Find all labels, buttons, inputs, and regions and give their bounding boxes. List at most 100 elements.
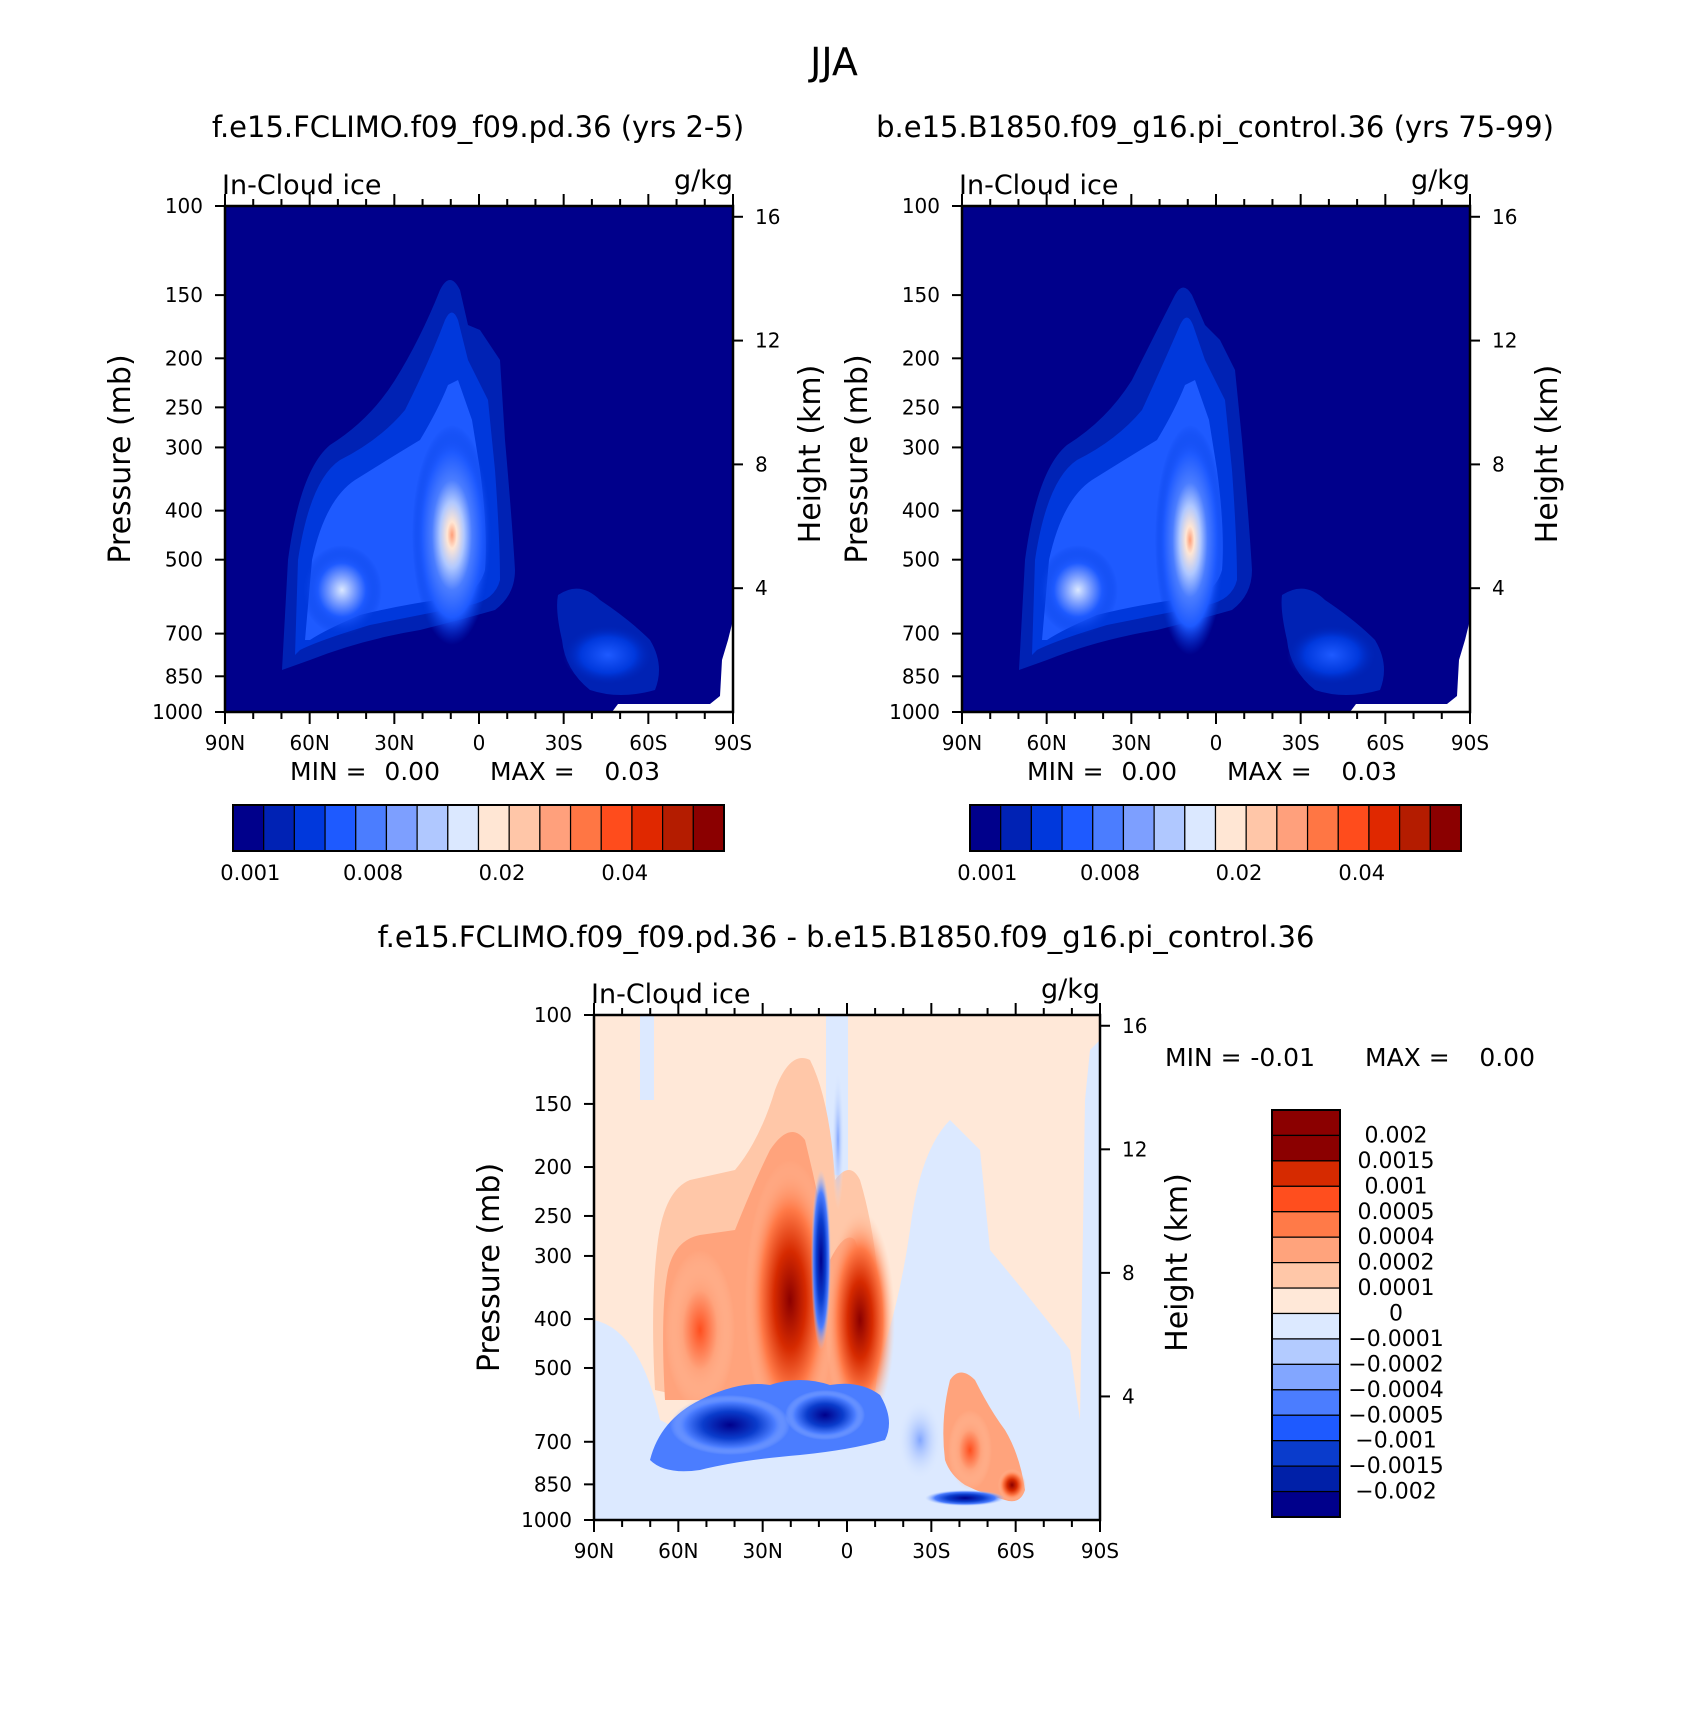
colorbar-swatch (447, 804, 480, 852)
y-tick-label: 150 (165, 283, 203, 307)
colorbar-label: −0.0004 (1348, 1378, 1443, 1403)
x-tick-label: 90N (942, 731, 982, 755)
y-right-tick-label: 4 (755, 576, 768, 600)
colorbar-swatch (293, 804, 326, 852)
y-right-tick-label: 16 (1492, 205, 1517, 229)
y-tick-label: 300 (534, 1244, 572, 1268)
colorbar: 0.0020.00150.0010.00050.00040.00020.0001… (1271, 1109, 1444, 1518)
stat-min-label: MIN = (1165, 1043, 1242, 1072)
y-axis-label: Pressure (mb) (840, 354, 875, 563)
colorbar-label: 0.001 (220, 861, 280, 885)
colorbar-swatch (416, 804, 449, 852)
figure-title: JJA (808, 40, 858, 84)
colorbar-swatch (1271, 1389, 1341, 1416)
y-right-axis-label: Height (km) (1160, 1173, 1195, 1352)
y-tick-label: 200 (165, 346, 203, 370)
y-tick-label: 1000 (889, 700, 940, 724)
colorbar-swatch (1399, 804, 1431, 852)
left-string: In-Cloud ice (222, 170, 381, 201)
y-tick-label: 400 (902, 499, 940, 523)
colorbar-swatch (600, 804, 633, 852)
y-right-axis-label: Height (km) (1530, 365, 1565, 544)
colorbar-label: 0.008 (1080, 861, 1140, 885)
colorbar-label: −0.0015 (1348, 1454, 1443, 1479)
colorbar-swatch (1271, 1211, 1341, 1238)
colorbar-swatch (1030, 804, 1063, 852)
x-tick-label: 90S (714, 731, 752, 755)
y-right-tick-label: 4 (1492, 576, 1505, 600)
colorbar-swatch (1271, 1134, 1341, 1162)
colorbar-label: 0.04 (601, 861, 648, 885)
x-tick-label: 90S (1451, 731, 1489, 755)
colorbar-swatch (692, 804, 725, 852)
colorbar-swatch (1306, 804, 1339, 852)
left-string: In-Cloud ice (959, 170, 1118, 201)
x-tick-label: 30N (742, 1539, 782, 1563)
panel-difference: f.e15.FCLIMO.f09_f09.pd.36 - b.e15.B1850… (378, 920, 1314, 1520)
colorbar-frame (1271, 1109, 1341, 1518)
stat-max-value: 0.03 (604, 757, 660, 786)
colorbar-swatch (324, 804, 357, 852)
y-right-tick-label: 12 (1122, 1137, 1147, 1161)
colorbar-swatch (355, 804, 388, 852)
stat-min-value: 0.00 (384, 757, 440, 786)
x-tick-label: 30N (374, 731, 414, 755)
plot-area (594, 1015, 1100, 1520)
stat-min-label: MIN = (290, 757, 367, 786)
colorbar-swatch (1271, 1363, 1341, 1391)
colorbar-label: 0.0005 (1358, 1200, 1435, 1225)
colorbar-frame (232, 804, 725, 852)
stat-min-label: MIN = (1027, 757, 1104, 786)
y-tick-label: 700 (165, 622, 203, 646)
y-tick-label: 1000 (521, 1508, 572, 1532)
right-string: g/kg (674, 165, 733, 196)
y-tick-label: 150 (902, 283, 940, 307)
colorbar-swatch (1271, 1490, 1341, 1518)
colorbar-label: −0.0002 (1348, 1352, 1443, 1377)
colorbar-label: 0.02 (1216, 861, 1263, 885)
right-string: g/kg (1411, 165, 1470, 196)
panel-title: b.e15.B1850.f09_g16.pi_control.36 (yrs 7… (876, 110, 1554, 144)
chart-chrome: In-Cloud ice g/kg100150200250300400500700… (103, 165, 1565, 1563)
y-tick-label: 400 (534, 1307, 572, 1331)
x-tick-label: 60N (1026, 731, 1066, 755)
colorbar-label: 0.0015 (1358, 1149, 1435, 1174)
x-tick-label: 60N (658, 1539, 698, 1563)
y-tick-label: 100 (165, 194, 203, 218)
colorbar-swatch (1000, 804, 1032, 852)
y-right-tick-label: 16 (755, 205, 780, 229)
colorbar-label: 0.008 (343, 861, 403, 885)
y-right-tick-label: 12 (1492, 329, 1517, 353)
colorbar-swatch (385, 804, 418, 852)
colorbar-label: 0.0001 (1358, 1276, 1435, 1301)
y-right-tick-label: 16 (1122, 1014, 1147, 1038)
colorbar-swatch (1271, 1338, 1341, 1365)
x-tick-label: 60S (1366, 731, 1404, 755)
colorbar-swatch (1153, 804, 1186, 852)
y-tick-label: 400 (165, 499, 203, 523)
x-tick-label: 60S (997, 1539, 1035, 1563)
y-right-tick-label: 12 (755, 329, 780, 353)
colorbar-swatch (1271, 1236, 1341, 1264)
colorbar-swatch (1184, 804, 1217, 852)
colorbar-swatch (1245, 804, 1278, 852)
colorbar-swatch (1271, 1440, 1341, 1467)
colorbar-swatch (631, 804, 664, 852)
y-tick-label: 300 (902, 435, 940, 459)
y-tick-label: 250 (165, 395, 203, 419)
colorbar-swatch (1368, 804, 1401, 852)
y-tick-label: 250 (534, 1204, 572, 1228)
stat-max-value: 0.03 (1341, 757, 1397, 786)
plot-area (962, 206, 1470, 712)
panel-2-axes: In-Cloud ice g/kg100150200250300400500700… (472, 974, 1535, 1563)
colorbar-label: 0.0002 (1358, 1251, 1435, 1276)
colorbar-swatch (969, 804, 1002, 852)
y-tick-label: 200 (902, 346, 940, 370)
y-tick-label: 850 (165, 664, 203, 688)
colorbar-frame (969, 804, 1462, 852)
colorbar-label: −0.0005 (1348, 1403, 1443, 1428)
x-tick-label: 0 (1210, 731, 1223, 755)
colorbar-swatch (1429, 804, 1462, 852)
x-tick-label: 0 (473, 731, 486, 755)
left-string: In-Cloud ice (591, 979, 750, 1010)
